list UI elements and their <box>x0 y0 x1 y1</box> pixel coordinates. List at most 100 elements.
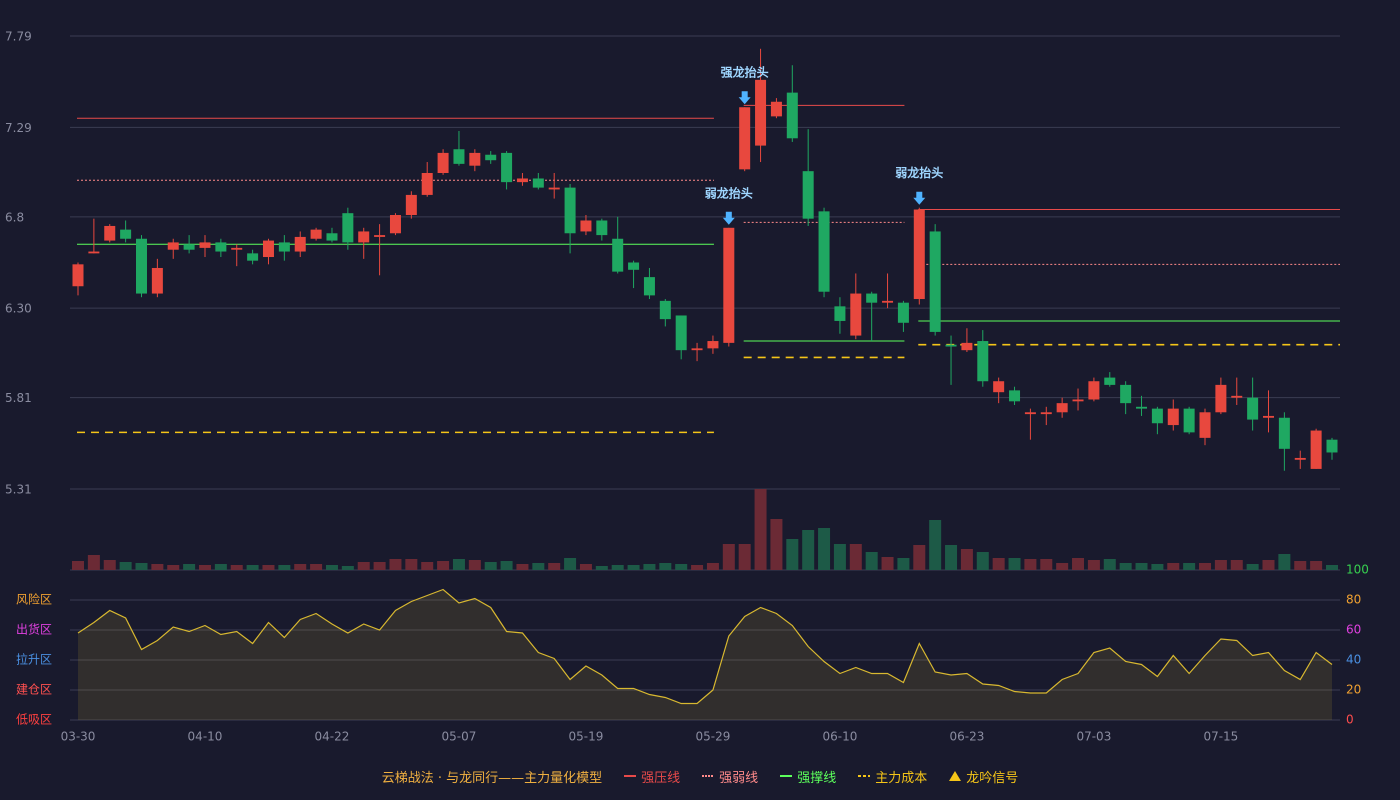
volume-bar <box>770 519 783 570</box>
x-tick-label: 05-29 <box>695 730 730 744</box>
candle-body <box>596 220 608 236</box>
candle-body <box>1278 417 1290 449</box>
candle-body <box>929 231 941 332</box>
volume-bar <box>786 539 799 570</box>
volume-bar <box>1056 563 1069 570</box>
legend-swatch <box>858 775 871 777</box>
volume-bar <box>738 544 751 570</box>
volume-bar <box>167 565 180 570</box>
candle-body <box>1104 377 1116 385</box>
volume-bar <box>1230 560 1243 570</box>
candle-body <box>675 315 687 351</box>
volume-bar <box>421 562 434 570</box>
y-tick-label: 0 <box>1346 713 1354 727</box>
volume-bar <box>87 555 100 570</box>
legend-item[interactable]: 主力成本 <box>858 767 927 786</box>
volume-bar <box>579 564 592 570</box>
candle-body <box>1056 403 1068 413</box>
volume-bar <box>72 561 84 570</box>
volume-bar <box>595 566 608 570</box>
legend-item[interactable]: 强弱线 <box>702 767 758 786</box>
candle-body <box>326 233 338 241</box>
y-tick-label: 5.31 <box>5 483 32 497</box>
candle-body <box>1009 390 1021 402</box>
volume-bar <box>564 558 577 570</box>
volume-bar <box>643 564 656 570</box>
volume-bar <box>1119 563 1132 570</box>
candle-body <box>882 300 894 303</box>
zone-label: 风险区 <box>16 592 52 607</box>
volume-bar <box>119 562 132 570</box>
candle-body <box>659 300 671 320</box>
candle-body <box>151 267 163 294</box>
volume-bar <box>659 563 672 570</box>
volume-bar <box>1262 560 1275 570</box>
volume-bar <box>1246 564 1259 570</box>
candle-body <box>469 152 481 166</box>
x-tick-label: 06-10 <box>822 730 857 744</box>
legend-swatch <box>702 775 715 777</box>
volume-bar <box>913 545 926 570</box>
candle-body <box>310 229 322 239</box>
legend-swatch <box>624 775 637 777</box>
legend-item[interactable]: 龙吟信号 <box>949 767 1018 786</box>
volume-bar <box>373 562 386 570</box>
volume-bar <box>881 557 894 570</box>
volume-bar <box>1278 554 1291 570</box>
y-tick-label: 6.30 <box>5 302 32 316</box>
candle-body <box>580 220 592 232</box>
candle-body <box>294 236 306 252</box>
volume-bar <box>833 544 846 570</box>
x-tick-label: 04-10 <box>188 730 223 744</box>
signal-arrow <box>738 91 751 105</box>
candle-body <box>834 306 846 321</box>
y-tick-label: 20 <box>1346 683 1361 697</box>
volume-bar <box>992 558 1005 570</box>
candle-body <box>691 348 703 351</box>
y-tick-label: 40 <box>1346 653 1361 667</box>
volume-bar <box>310 564 323 570</box>
candle-body <box>1215 384 1227 413</box>
candle-body <box>358 231 370 243</box>
volume-bar <box>198 565 211 570</box>
candle-body <box>421 172 433 195</box>
volume-bar <box>960 549 973 570</box>
volume-bar <box>1199 563 1212 570</box>
candle-body <box>897 302 909 323</box>
candle-body <box>262 240 274 258</box>
candle-body <box>850 293 862 336</box>
candle-body <box>1199 412 1211 438</box>
volume-bar <box>183 564 196 570</box>
y-tick-label: 6.8 <box>5 210 24 224</box>
volume-bar <box>1040 559 1053 570</box>
candle-body <box>1072 399 1084 402</box>
candle-body <box>437 152 449 173</box>
candle-body <box>723 227 735 343</box>
volume-bar <box>294 564 307 570</box>
volume-bar <box>548 563 561 570</box>
candle-body <box>1136 406 1148 409</box>
volume-bar <box>945 545 958 570</box>
candle-body <box>1120 384 1132 404</box>
candle-body <box>199 242 211 248</box>
candle-body <box>167 242 179 250</box>
volume-bar <box>103 560 116 570</box>
signal-arrow <box>722 211 735 225</box>
volume-bar <box>802 530 815 570</box>
volume-bar <box>722 544 735 570</box>
volume-bar <box>929 520 942 570</box>
candle-body <box>405 194 417 216</box>
candle-body <box>564 187 576 234</box>
x-tick-label: 05-07 <box>442 730 477 744</box>
volume-bar <box>897 558 910 570</box>
volume-bar <box>706 563 719 570</box>
legend-item[interactable]: 强撑线 <box>780 767 836 786</box>
volume-bar <box>230 565 243 570</box>
candle-body <box>643 277 655 296</box>
legend-title: 云梯战法 · 与龙同行——主力量化模型 <box>381 770 603 786</box>
candle-body <box>278 242 290 252</box>
candle-body <box>1183 408 1195 433</box>
volume-bar <box>516 564 529 570</box>
legend-item[interactable]: 强压线 <box>624 767 680 786</box>
volume-bar <box>437 561 450 570</box>
